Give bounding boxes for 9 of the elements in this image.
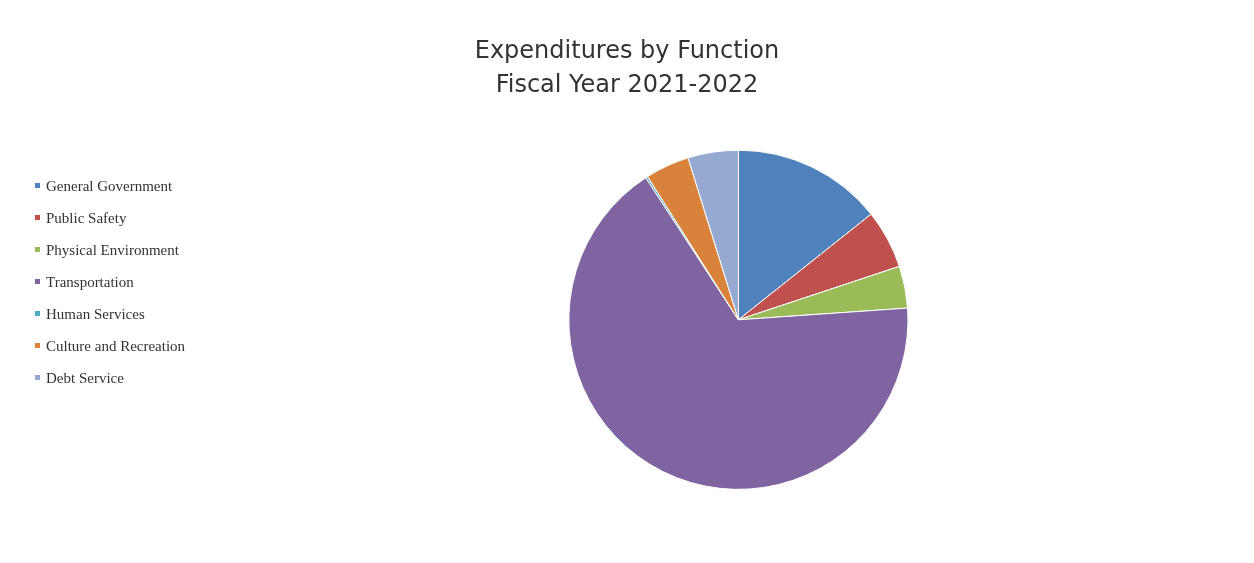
chart-subtitle: Fiscal Year 2021-2022 <box>495 70 759 98</box>
legend-label: General Government <box>46 177 174 194</box>
legend-label: Human Services <box>46 305 145 322</box>
legend-label: Transportation <box>46 273 135 290</box>
legend-label: Culture and Recreation <box>46 337 186 354</box>
legend-label: Physical Environment <box>46 241 180 258</box>
legend-label: Public Safety <box>46 209 127 226</box>
legend-label: Debt Service <box>46 369 125 386</box>
chart-title: Expenditures by Function <box>474 36 780 64</box>
